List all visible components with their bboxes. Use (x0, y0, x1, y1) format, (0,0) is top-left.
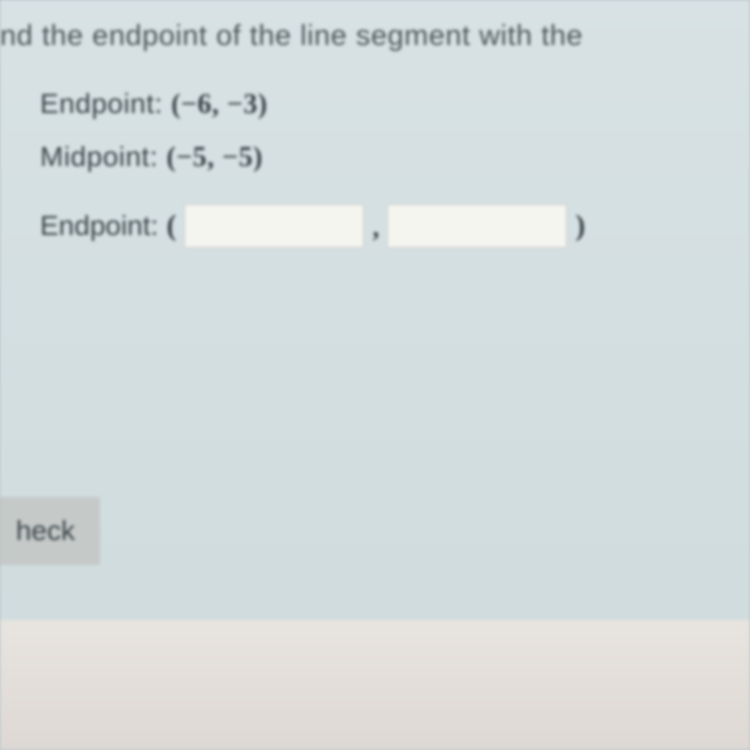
given-endpoint-line: Endpoint: (−6, −3) (0, 78, 750, 131)
question-prompt: nd the endpoint of the line segment with… (0, 0, 750, 78)
open-paren: ( (166, 209, 176, 243)
midpoint-value: (−5, −5) (166, 142, 263, 173)
bottom-area (0, 620, 750, 750)
comma-separator: , (372, 212, 379, 248)
close-paren: ) (575, 209, 585, 243)
answer-line: Endpoint: ( , ) (0, 184, 750, 258)
y-coordinate-input[interactable] (387, 204, 567, 248)
check-button[interactable]: heck (0, 497, 100, 565)
answer-label: Endpoint: (40, 210, 158, 242)
x-coordinate-input[interactable] (184, 204, 364, 248)
endpoint-label: Endpoint: (40, 88, 171, 119)
midpoint-label: Midpoint: (40, 141, 166, 172)
given-midpoint-line: Midpoint: (−5, −5) (0, 131, 750, 184)
endpoint-value: (−6, −3) (171, 89, 268, 120)
question-panel: nd the endpoint of the line segment with… (0, 0, 750, 620)
